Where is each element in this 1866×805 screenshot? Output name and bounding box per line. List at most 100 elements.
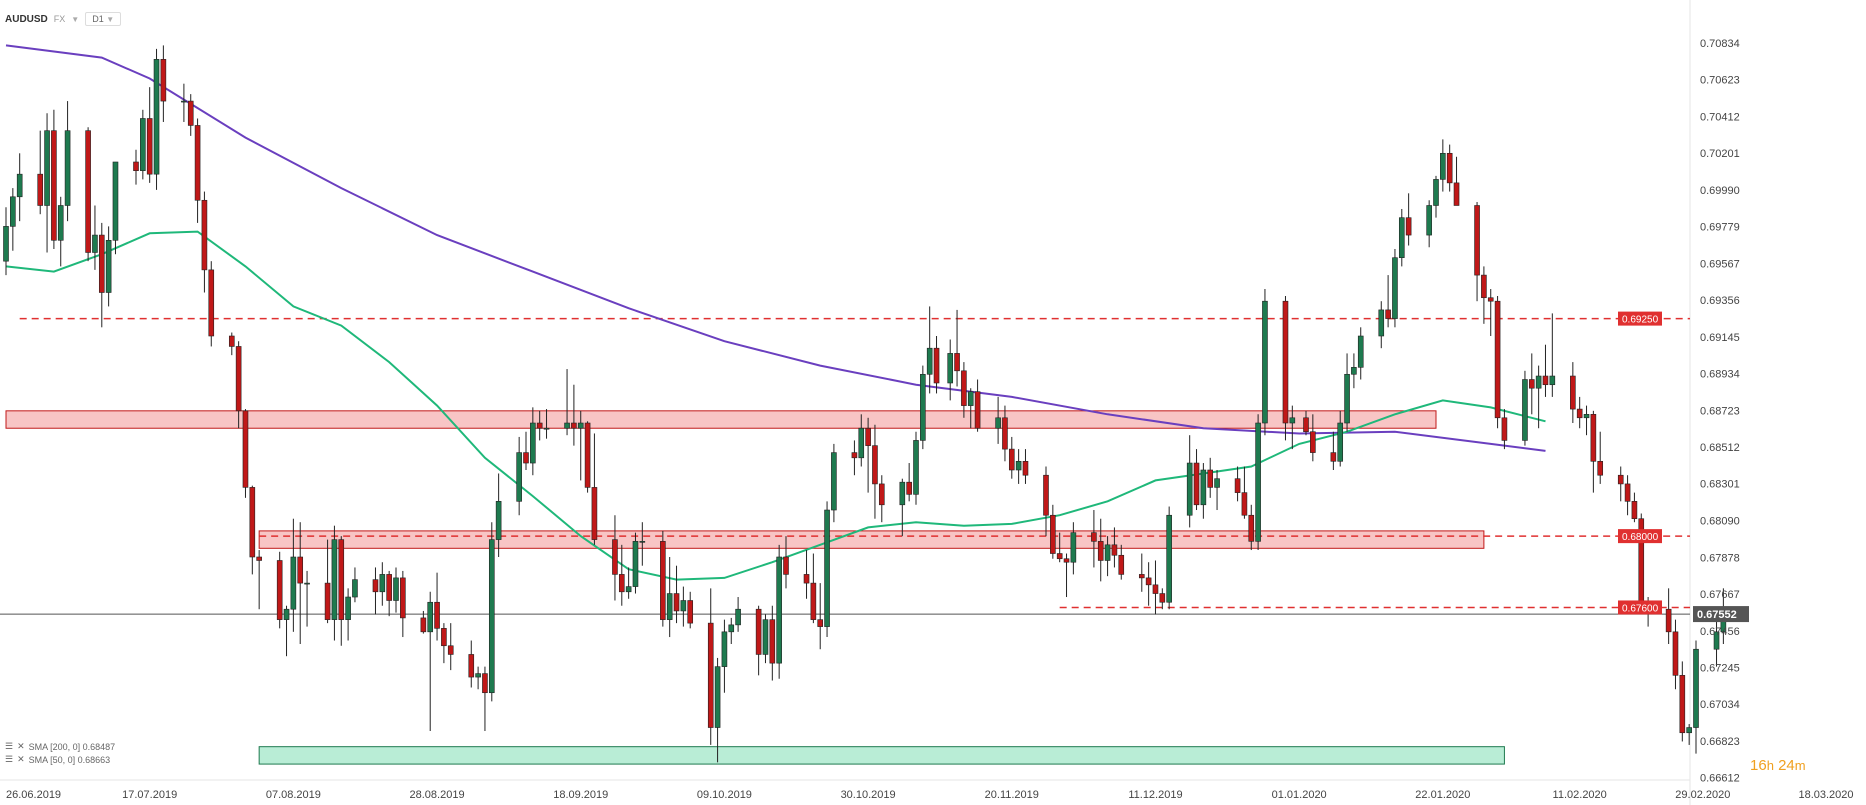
candle-body xyxy=(1234,478,1241,493)
candle xyxy=(1248,504,1255,551)
level-tag-label: 0.67600 xyxy=(1622,603,1659,614)
candle-body xyxy=(714,666,721,728)
sma200-legend[interactable]: ☰ ✕ SMA [200, 0] 0.68487 xyxy=(5,741,115,752)
candle xyxy=(1357,327,1364,380)
symbol-label[interactable]: AUDUSD xyxy=(5,13,48,25)
candle xyxy=(488,522,495,702)
candle xyxy=(564,369,570,436)
candle-body xyxy=(495,501,502,540)
candle-body xyxy=(933,347,940,384)
candle xyxy=(1145,562,1152,606)
candle xyxy=(1193,449,1200,511)
candle xyxy=(228,332,235,356)
candle-body xyxy=(1050,514,1056,554)
candle-body xyxy=(235,346,242,412)
candle xyxy=(899,478,906,537)
candle xyxy=(1535,365,1542,429)
sma50-legend[interactable]: ☰ ✕ SMA [50, 0] 0.68663 xyxy=(5,754,110,765)
timeframe-select[interactable]: D1 ▼ xyxy=(85,12,122,26)
candle-body xyxy=(488,539,495,694)
candle-body xyxy=(1672,631,1679,676)
candle xyxy=(201,191,208,293)
candle xyxy=(577,410,584,481)
candle-body xyxy=(906,481,912,495)
chevron-down-icon[interactable]: ▼ xyxy=(71,14,80,24)
candle-body xyxy=(728,624,735,633)
candle xyxy=(10,188,16,251)
candle-body xyxy=(967,391,974,406)
candle xyxy=(1597,431,1604,484)
candle xyxy=(933,336,940,394)
candle xyxy=(1398,208,1405,267)
candle xyxy=(660,530,666,627)
candle-body xyxy=(290,556,297,610)
candle xyxy=(776,544,782,679)
candle xyxy=(1570,362,1576,424)
candle xyxy=(1043,466,1049,537)
candle-body xyxy=(1241,492,1248,516)
y-tick-label: 0.66612 xyxy=(1700,773,1740,785)
indicator-settings-icon[interactable]: ☰ xyxy=(5,754,14,764)
candle xyxy=(427,591,434,732)
candle-body xyxy=(153,59,160,175)
candle-body xyxy=(865,427,871,446)
candle xyxy=(276,551,283,629)
candle-body xyxy=(447,645,454,655)
sma50-label: SMA [50, 0] 0.68663 xyxy=(28,754,111,765)
x-tick-label: 01.01.2020 xyxy=(1272,789,1327,801)
candle xyxy=(372,567,379,615)
candle xyxy=(1528,353,1535,415)
candle-body xyxy=(1398,217,1405,258)
candle xyxy=(1056,532,1063,563)
candle-body xyxy=(1686,727,1692,734)
candle-body xyxy=(1070,532,1077,563)
x-tick-label: 28.08.2019 xyxy=(410,789,465,801)
candle xyxy=(1255,414,1261,551)
candle xyxy=(447,623,454,671)
candle xyxy=(926,306,933,394)
candle-body xyxy=(64,130,71,206)
candle xyxy=(1214,469,1220,511)
candle-body xyxy=(140,118,146,171)
close-icon[interactable]: ✕ xyxy=(17,754,25,764)
candle xyxy=(98,222,105,328)
candle xyxy=(338,536,345,646)
candle xyxy=(420,610,427,634)
candle-body xyxy=(1535,375,1542,389)
candle-body xyxy=(625,586,632,593)
candle xyxy=(1474,202,1480,302)
candle xyxy=(181,83,187,122)
candle xyxy=(1638,513,1645,610)
indicator-settings-icon[interactable]: ☰ xyxy=(5,741,14,751)
candle-body xyxy=(85,130,91,253)
candle xyxy=(1433,175,1439,218)
candle-body xyxy=(379,574,386,593)
candle-body xyxy=(10,196,16,227)
candle xyxy=(735,597,741,632)
candle-body xyxy=(1186,462,1193,516)
close-icon[interactable]: ✕ xyxy=(17,741,25,751)
candle-body xyxy=(530,422,536,464)
y-tick-label: 0.70201 xyxy=(1700,148,1740,160)
candle xyxy=(1549,313,1556,397)
candle-body xyxy=(1392,257,1398,319)
level-tag-label: 0.68000 xyxy=(1622,532,1659,543)
candle-body xyxy=(755,608,762,655)
candle-body xyxy=(1214,478,1220,488)
candle-body xyxy=(256,556,262,561)
candle-body xyxy=(564,422,570,429)
candle-body xyxy=(831,452,837,511)
candle xyxy=(1522,370,1528,446)
candle-body xyxy=(1385,309,1391,319)
candle xyxy=(1310,414,1316,462)
candle xyxy=(249,485,256,575)
candle xyxy=(1665,588,1672,645)
candle xyxy=(571,384,577,446)
candle xyxy=(64,101,71,222)
candle xyxy=(1576,396,1583,429)
candle xyxy=(1693,640,1699,754)
candle-body xyxy=(160,59,167,102)
candle-body xyxy=(1200,469,1207,506)
candle xyxy=(235,341,242,429)
